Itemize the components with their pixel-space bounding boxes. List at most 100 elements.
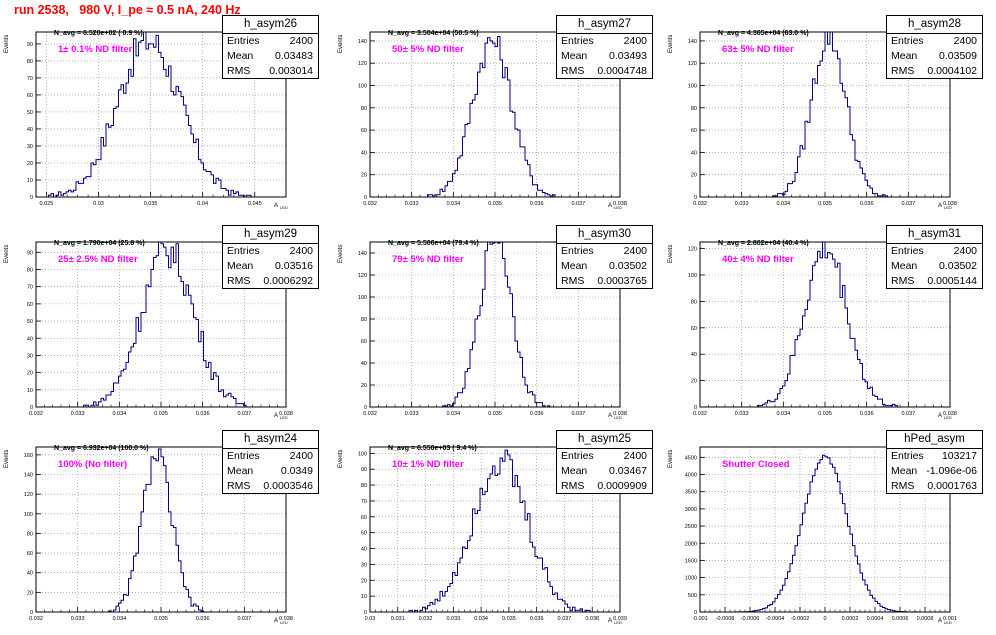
y-tick-label: 20 bbox=[361, 383, 367, 389]
x-tick-label: 0.032 bbox=[29, 411, 43, 417]
histogram-svg: -0.001 -0.0008 -0.0006 -0.0004 -0.0002 0 0.000… bbox=[685, 446, 957, 622]
histogram-name: h_asym30 bbox=[557, 226, 652, 244]
stats-label: RMS bbox=[227, 65, 251, 77]
stats-row-entries: Entries 2400 bbox=[223, 449, 318, 464]
stats-row-entries: Entries 2400 bbox=[557, 449, 652, 464]
histogram-line bbox=[370, 449, 620, 613]
y-axis-label: Events bbox=[668, 244, 674, 263]
y-tick-label: 0 bbox=[30, 405, 33, 411]
histogram-name: h_asym25 bbox=[557, 431, 652, 449]
stats-row-entries: Entries 2400 bbox=[557, 244, 652, 259]
histogram-line bbox=[36, 241, 286, 408]
stats-row-rms: RMS 0.0004102 bbox=[887, 64, 982, 79]
stats-row-rms: RMS 0.0005144 bbox=[887, 274, 982, 289]
stats-value: 0.03516 bbox=[275, 260, 313, 272]
stats-label: RMS bbox=[891, 65, 915, 77]
navg-label: N_avg = 2.802e+04 (40.4 %) bbox=[718, 240, 809, 247]
y-tick-label: 80 bbox=[27, 59, 33, 65]
stats-box: h_asym30 Entries 2400 Mean 0.03502 RMS 0.00037… bbox=[556, 225, 653, 289]
y-tick-label: 120 bbox=[358, 61, 367, 67]
stats-label: Mean bbox=[891, 465, 918, 477]
histogram-panel: -0.001 -0.0008 -0.0006 -0.0004 -0.0002 0 0.000… bbox=[664, 430, 984, 635]
stats-row-rms: RMS 0.0003546 bbox=[223, 479, 318, 494]
x-tick-label: 0.038 bbox=[585, 616, 599, 622]
histogram-line bbox=[36, 31, 286, 198]
x-tick-label: 0.034 bbox=[474, 616, 488, 622]
x-tick-label: 0.037 bbox=[237, 616, 251, 622]
y-axis-label: Events bbox=[338, 244, 344, 263]
y-tick-label: 10 bbox=[27, 178, 33, 184]
stats-value: 0.03502 bbox=[939, 260, 977, 272]
y-tick-label: 0 bbox=[694, 610, 697, 616]
y-tick-label: 100 bbox=[358, 451, 367, 457]
y-tick-label: 80 bbox=[27, 531, 33, 537]
stats-row-rms: RMS 0.0001763 bbox=[887, 479, 982, 494]
y-tick-label: 50 bbox=[27, 319, 33, 325]
stats-label: Entries bbox=[891, 35, 924, 47]
x-tick-label: 0.035 bbox=[502, 616, 516, 622]
x-tick-label: -0.001 bbox=[692, 616, 708, 622]
navg-label: N_avg = 5.506e+04 (79.4 %) bbox=[388, 240, 479, 247]
x-tick-label: 0.035 bbox=[154, 616, 168, 622]
stats-box: h_asym31 Entries 2400 Mean 0.03502 RMS 0.00051… bbox=[886, 225, 983, 289]
x-tick-label: -0.0002 bbox=[791, 616, 810, 622]
x-tick-label: 0.033 bbox=[405, 201, 419, 207]
stats-box: h_asym28 Entries 2400 Mean 0.03509 RMS 0.00041… bbox=[886, 15, 983, 79]
stats-box: h_asym24 Entries 2400 Mean 0.0349 RMS 0.000354… bbox=[222, 430, 319, 494]
x-tick-label: 0.032 bbox=[363, 411, 377, 417]
y-tick-label: 0 bbox=[30, 195, 33, 201]
y-axis-label: Events bbox=[338, 34, 344, 53]
stats-value: 2400 bbox=[623, 35, 647, 47]
y-tick-label: 40 bbox=[691, 352, 697, 358]
x-axis-label: A LED bbox=[608, 413, 622, 421]
y-tick-label: 90 bbox=[27, 250, 33, 256]
y-tick-label: 80 bbox=[691, 106, 697, 112]
stats-label: RMS bbox=[561, 65, 585, 77]
x-tick-label: 0.036 bbox=[530, 411, 544, 417]
x-tick-label: 0.031 bbox=[391, 616, 405, 622]
stats-box: hPed_asym Entries 103217 Mean -1.096e-06 RMS 0… bbox=[886, 430, 983, 494]
x-tick-label: 0.039 bbox=[613, 616, 627, 622]
histogram-name: hPed_asym bbox=[887, 431, 982, 449]
navg-label: N_avg = 1.790e+04 (25.8 %) bbox=[54, 240, 145, 247]
stats-value: 2400 bbox=[623, 450, 647, 462]
y-tick-label: 60 bbox=[361, 515, 367, 521]
stats-row-rms: RMS 0.0003765 bbox=[557, 274, 652, 289]
x-tick-label: 0.033 bbox=[735, 411, 749, 417]
x-tick-label: 0.038 bbox=[613, 411, 627, 417]
x-tick-label: 0.035 bbox=[144, 201, 158, 207]
y-tick-label: 0 bbox=[694, 195, 697, 201]
y-tick-label: 80 bbox=[27, 268, 33, 274]
stats-label: Mean bbox=[891, 260, 918, 272]
histogram-svg: 0.032 0.033 0.034 0.035 0.036 0.037 0.038 0 20 40… bbox=[24, 446, 293, 622]
y-tick-label: 60 bbox=[691, 128, 697, 134]
stats-value: 0.0004102 bbox=[927, 65, 977, 77]
filter-label: 40± 4% ND filter bbox=[722, 254, 794, 265]
x-tick-label: 0.036 bbox=[196, 616, 210, 622]
x-tick-label: 0.036 bbox=[196, 411, 210, 417]
y-tick-label: 20 bbox=[361, 173, 367, 179]
stats-label: Entries bbox=[561, 450, 594, 462]
stats-row-mean: Mean -1.096e-06 bbox=[887, 464, 982, 479]
x-tick-label: 0.036 bbox=[860, 201, 874, 207]
x-tick-label: 0.034 bbox=[776, 201, 790, 207]
y-tick-label: 60 bbox=[691, 326, 697, 332]
stats-label: RMS bbox=[891, 480, 915, 492]
x-tick-label: 0.037 bbox=[558, 616, 572, 622]
x-tick-label: 0.0008 bbox=[917, 616, 934, 622]
y-tick-label: 120 bbox=[24, 492, 33, 498]
histogram-name: h_asym27 bbox=[557, 16, 652, 34]
x-axis-label: A LED bbox=[938, 413, 952, 421]
stats-label: RMS bbox=[227, 480, 251, 492]
y-tick-label: 60 bbox=[361, 128, 367, 134]
stats-value: 0.0009909 bbox=[597, 480, 647, 492]
stats-label: RMS bbox=[561, 480, 585, 492]
x-tick-label: 0.001 bbox=[943, 616, 957, 622]
stats-label: Entries bbox=[227, 245, 260, 257]
stats-value: 103217 bbox=[941, 450, 977, 462]
histogram-panel: 0.025 0.03 0.035 0.04 0.045 0 10 20 30 40 50 60 70 80… bbox=[0, 15, 320, 220]
y-tick-label: 140 bbox=[358, 39, 367, 45]
x-tick-label: 0.037 bbox=[237, 411, 251, 417]
histogram-name: h_asym31 bbox=[887, 226, 982, 244]
stats-value: 0.03467 bbox=[609, 465, 647, 477]
